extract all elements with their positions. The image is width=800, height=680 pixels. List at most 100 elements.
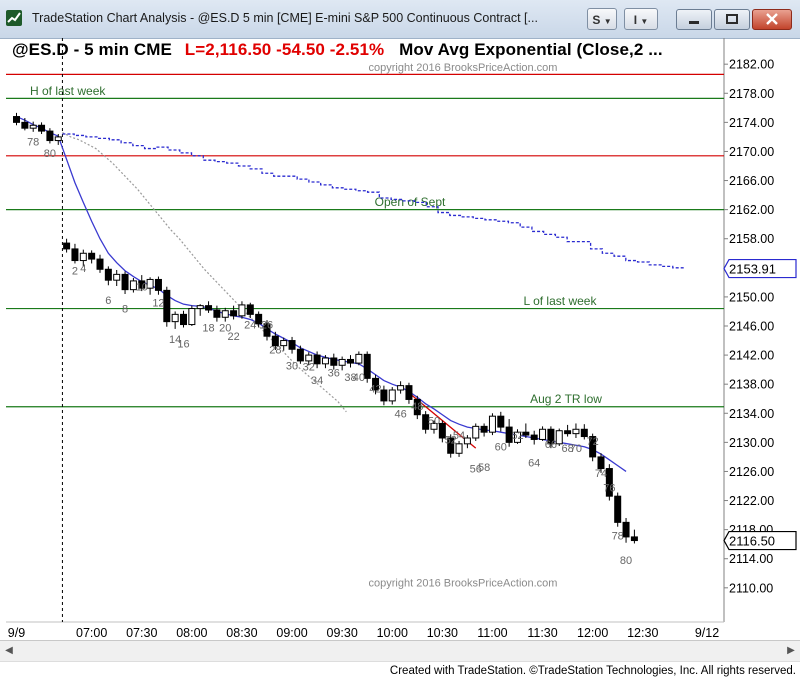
candle-body-32: [280, 340, 288, 347]
bar-number-14: 26: [261, 320, 273, 332]
candle-body-51: [438, 422, 446, 439]
candle-body-72: [614, 495, 622, 523]
candle-body-9: [88, 252, 96, 260]
y-tick-label-1: 2114.00: [729, 552, 773, 566]
candle-body-56: [480, 425, 488, 433]
minimize-icon: [689, 21, 699, 24]
candle-body-52: [447, 437, 455, 454]
candle-body-23: [205, 305, 213, 311]
candle-body-1: [21, 121, 29, 129]
candle-body-13: [121, 273, 129, 291]
bar-number-1: 80: [44, 148, 56, 160]
candle-body-46: [397, 385, 405, 391]
scroll-right-icon[interactable]: ▶: [787, 645, 795, 656]
candle-body-45: [388, 389, 396, 402]
candle-body-31: [271, 335, 279, 347]
candle-body-3: [38, 124, 46, 132]
horizontal-scrollbar[interactable]: ◀ ▶: [0, 640, 800, 661]
candle-body-41: [355, 353, 363, 364]
bar-number-6: 10: [136, 282, 148, 294]
candle-body-43: [372, 377, 380, 391]
candle-body-44: [380, 389, 388, 402]
candle-body-71: [605, 468, 613, 497]
close-button[interactable]: [752, 9, 792, 30]
y-tick-label-7: 2138.00: [729, 378, 774, 392]
symbol-label: @ES.D - 5 min CME: [12, 40, 172, 59]
candle-body-8: [79, 252, 87, 262]
y-tick-label-6: 2134.00: [729, 407, 774, 421]
x-tick-label-6: 09:30: [327, 626, 358, 640]
candle-body-62: [530, 434, 538, 440]
x-tick-label-5: 09:00: [276, 626, 307, 640]
bar-number-26: 52: [445, 434, 457, 446]
bar-number-38: 76: [603, 482, 615, 494]
i-dropdown-button[interactable]: I ▼: [624, 8, 658, 30]
x-tick-label-13: 9/12: [695, 626, 719, 640]
bar-number-33: 66: [545, 439, 557, 451]
scroll-left-icon[interactable]: ◀: [5, 645, 13, 656]
y-tick-label-15: 2170.00: [729, 145, 774, 159]
y-tick-label-16: 2174.00: [729, 116, 774, 130]
candle-body-11: [104, 268, 112, 281]
candle-body-70: [597, 456, 605, 470]
chart-area[interactable]: H of last week Open of Sept L of last week…: [0, 38, 800, 660]
bar-number-8: 14: [169, 334, 181, 346]
blue-dotted-average: [62, 133, 686, 269]
maximize-button[interactable]: [714, 9, 750, 30]
minimize-button[interactable]: [676, 9, 712, 30]
candle-body-40: [347, 358, 354, 364]
candle-body-69: [589, 436, 597, 458]
bar-number-28: 56: [470, 464, 482, 476]
y-tick-label-12: 2158.00: [729, 232, 774, 246]
ema-line: [16, 115, 627, 472]
candle-body-48: [413, 398, 421, 416]
bar-number-3: 4: [80, 263, 86, 275]
candle-body-64: [547, 428, 555, 445]
candle-body-37: [321, 357, 329, 365]
bar-number-32: 64: [528, 458, 540, 470]
candle-body-39: [338, 358, 346, 366]
candle-body-14: [129, 280, 137, 291]
candle-body-29: [255, 313, 263, 325]
candle-body-18: [163, 289, 171, 323]
bar-number-10: 18: [202, 322, 214, 334]
copyright-footer: Created with TradeStation. ©TradeStation…: [389, 665, 796, 677]
bar-number-15: 28: [269, 344, 281, 356]
candle-body-67: [572, 428, 580, 435]
candle-body-61: [522, 431, 530, 436]
x-tick-label-1: 07:00: [76, 626, 107, 640]
candle-body-54: [463, 437, 471, 445]
restore-icon: [726, 14, 738, 24]
candle-body-2: [29, 124, 37, 129]
chevron-down-icon: ▼: [603, 17, 612, 26]
bar-number-19: 36: [328, 368, 340, 380]
watermark-1: copyright 2016 BrooksPriceAction.com: [369, 578, 558, 590]
candle-body-24: [213, 309, 221, 318]
candle-body-30: [263, 323, 271, 337]
x-tick-label-2: 07:30: [126, 626, 157, 640]
y-tick-label-8: 2142.00: [729, 349, 774, 363]
bar-number-37: 74: [595, 468, 607, 480]
s-dropdown-button[interactable]: S ▼: [587, 8, 617, 30]
candle-body-27: [238, 304, 246, 317]
candle-body-38: [330, 357, 338, 366]
title-bar[interactable]: TradeStation Chart Analysis - @ES.D 5 mi…: [0, 0, 800, 39]
candle-body-34: [296, 348, 304, 362]
bar-number-5: 8: [122, 304, 128, 316]
bar-number-11: 20: [219, 322, 231, 334]
price-chart[interactable]: H of last week Open of Sept L of last week…: [0, 38, 800, 640]
level-label-1: H of last week: [30, 84, 106, 98]
watermark-0: copyright 2016 BrooksPriceAction.com: [369, 62, 558, 74]
x-tick-label-12: 12:30: [627, 626, 658, 640]
bar-number-34: 68: [561, 443, 573, 455]
candle-body-28: [246, 304, 254, 315]
prev-close-flag: 2153.91: [723, 258, 797, 279]
close-icon: [766, 13, 778, 25]
window-title: TradeStation Chart Analysis - @ES.D 5 mi…: [32, 11, 538, 25]
candle-body-36: [313, 354, 321, 365]
last-price-flag-text: 2116.50: [729, 534, 775, 549]
y-tick-label-4: 2126.00: [729, 465, 774, 479]
y-tick-label-10: 2150.00: [729, 290, 774, 304]
candle-body-47: [405, 385, 413, 400]
candle-body-57: [488, 415, 496, 433]
